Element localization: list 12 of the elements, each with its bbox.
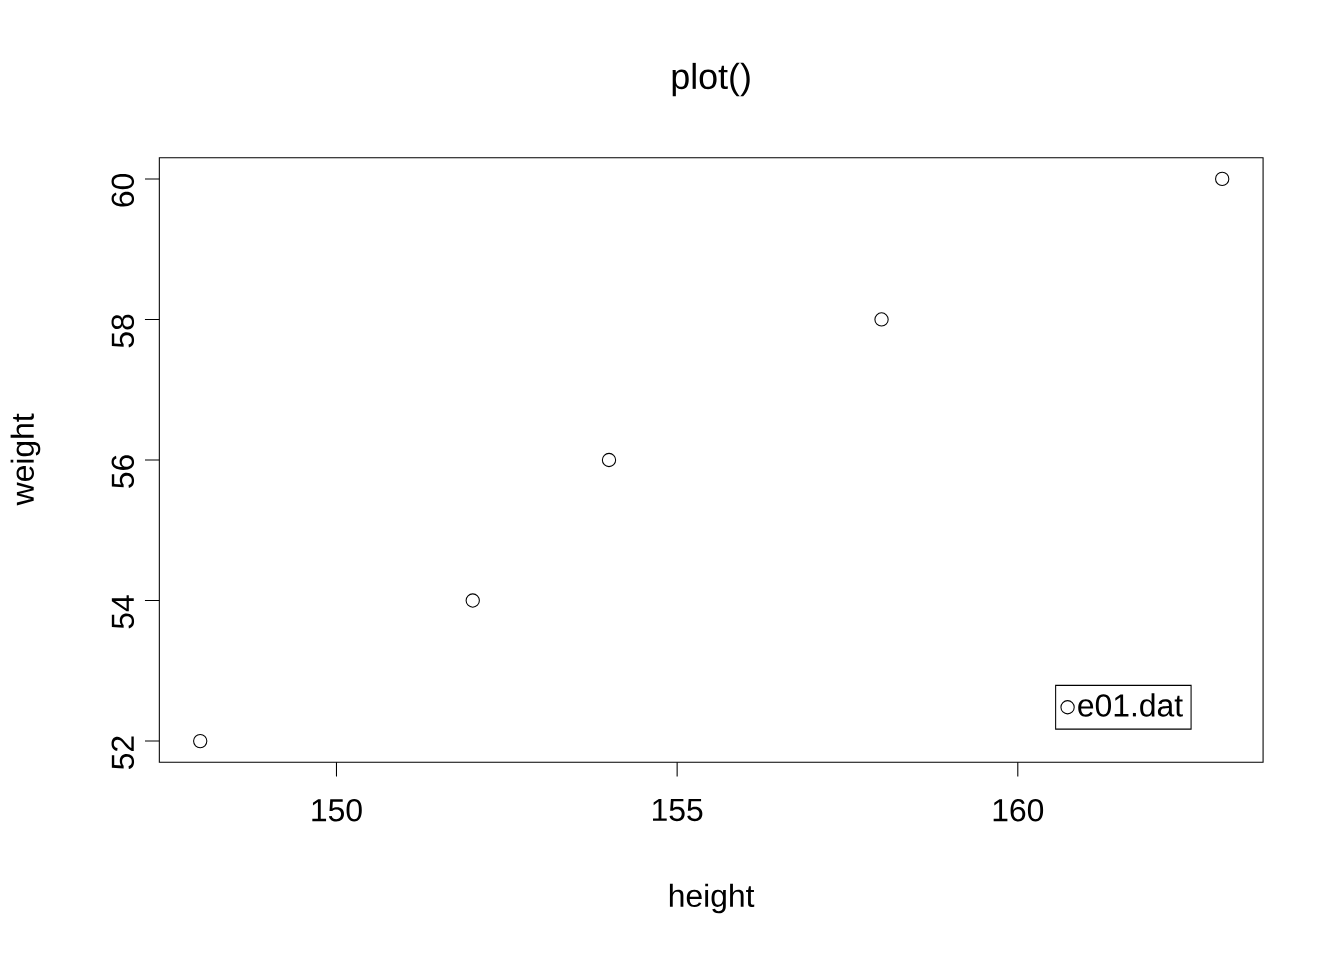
legend-label: e01.dat [1078, 693, 1183, 717]
y-axis-title: weight [10, 413, 41, 506]
x-tick-label: 155 [653, 798, 703, 822]
y-tick-label: 52 [111, 736, 135, 770]
y-tick-label: 56 [111, 455, 135, 488]
x-axis-title: height [669, 883, 755, 914]
y-tick-label: 60 [111, 174, 135, 207]
y-tick-label: 54 [111, 595, 135, 629]
x-tick-label: 150 [312, 798, 362, 822]
x-tick-label: 160 [993, 798, 1044, 822]
chart-title: plot() [672, 62, 750, 97]
y-tick-label: 58 [111, 314, 135, 348]
